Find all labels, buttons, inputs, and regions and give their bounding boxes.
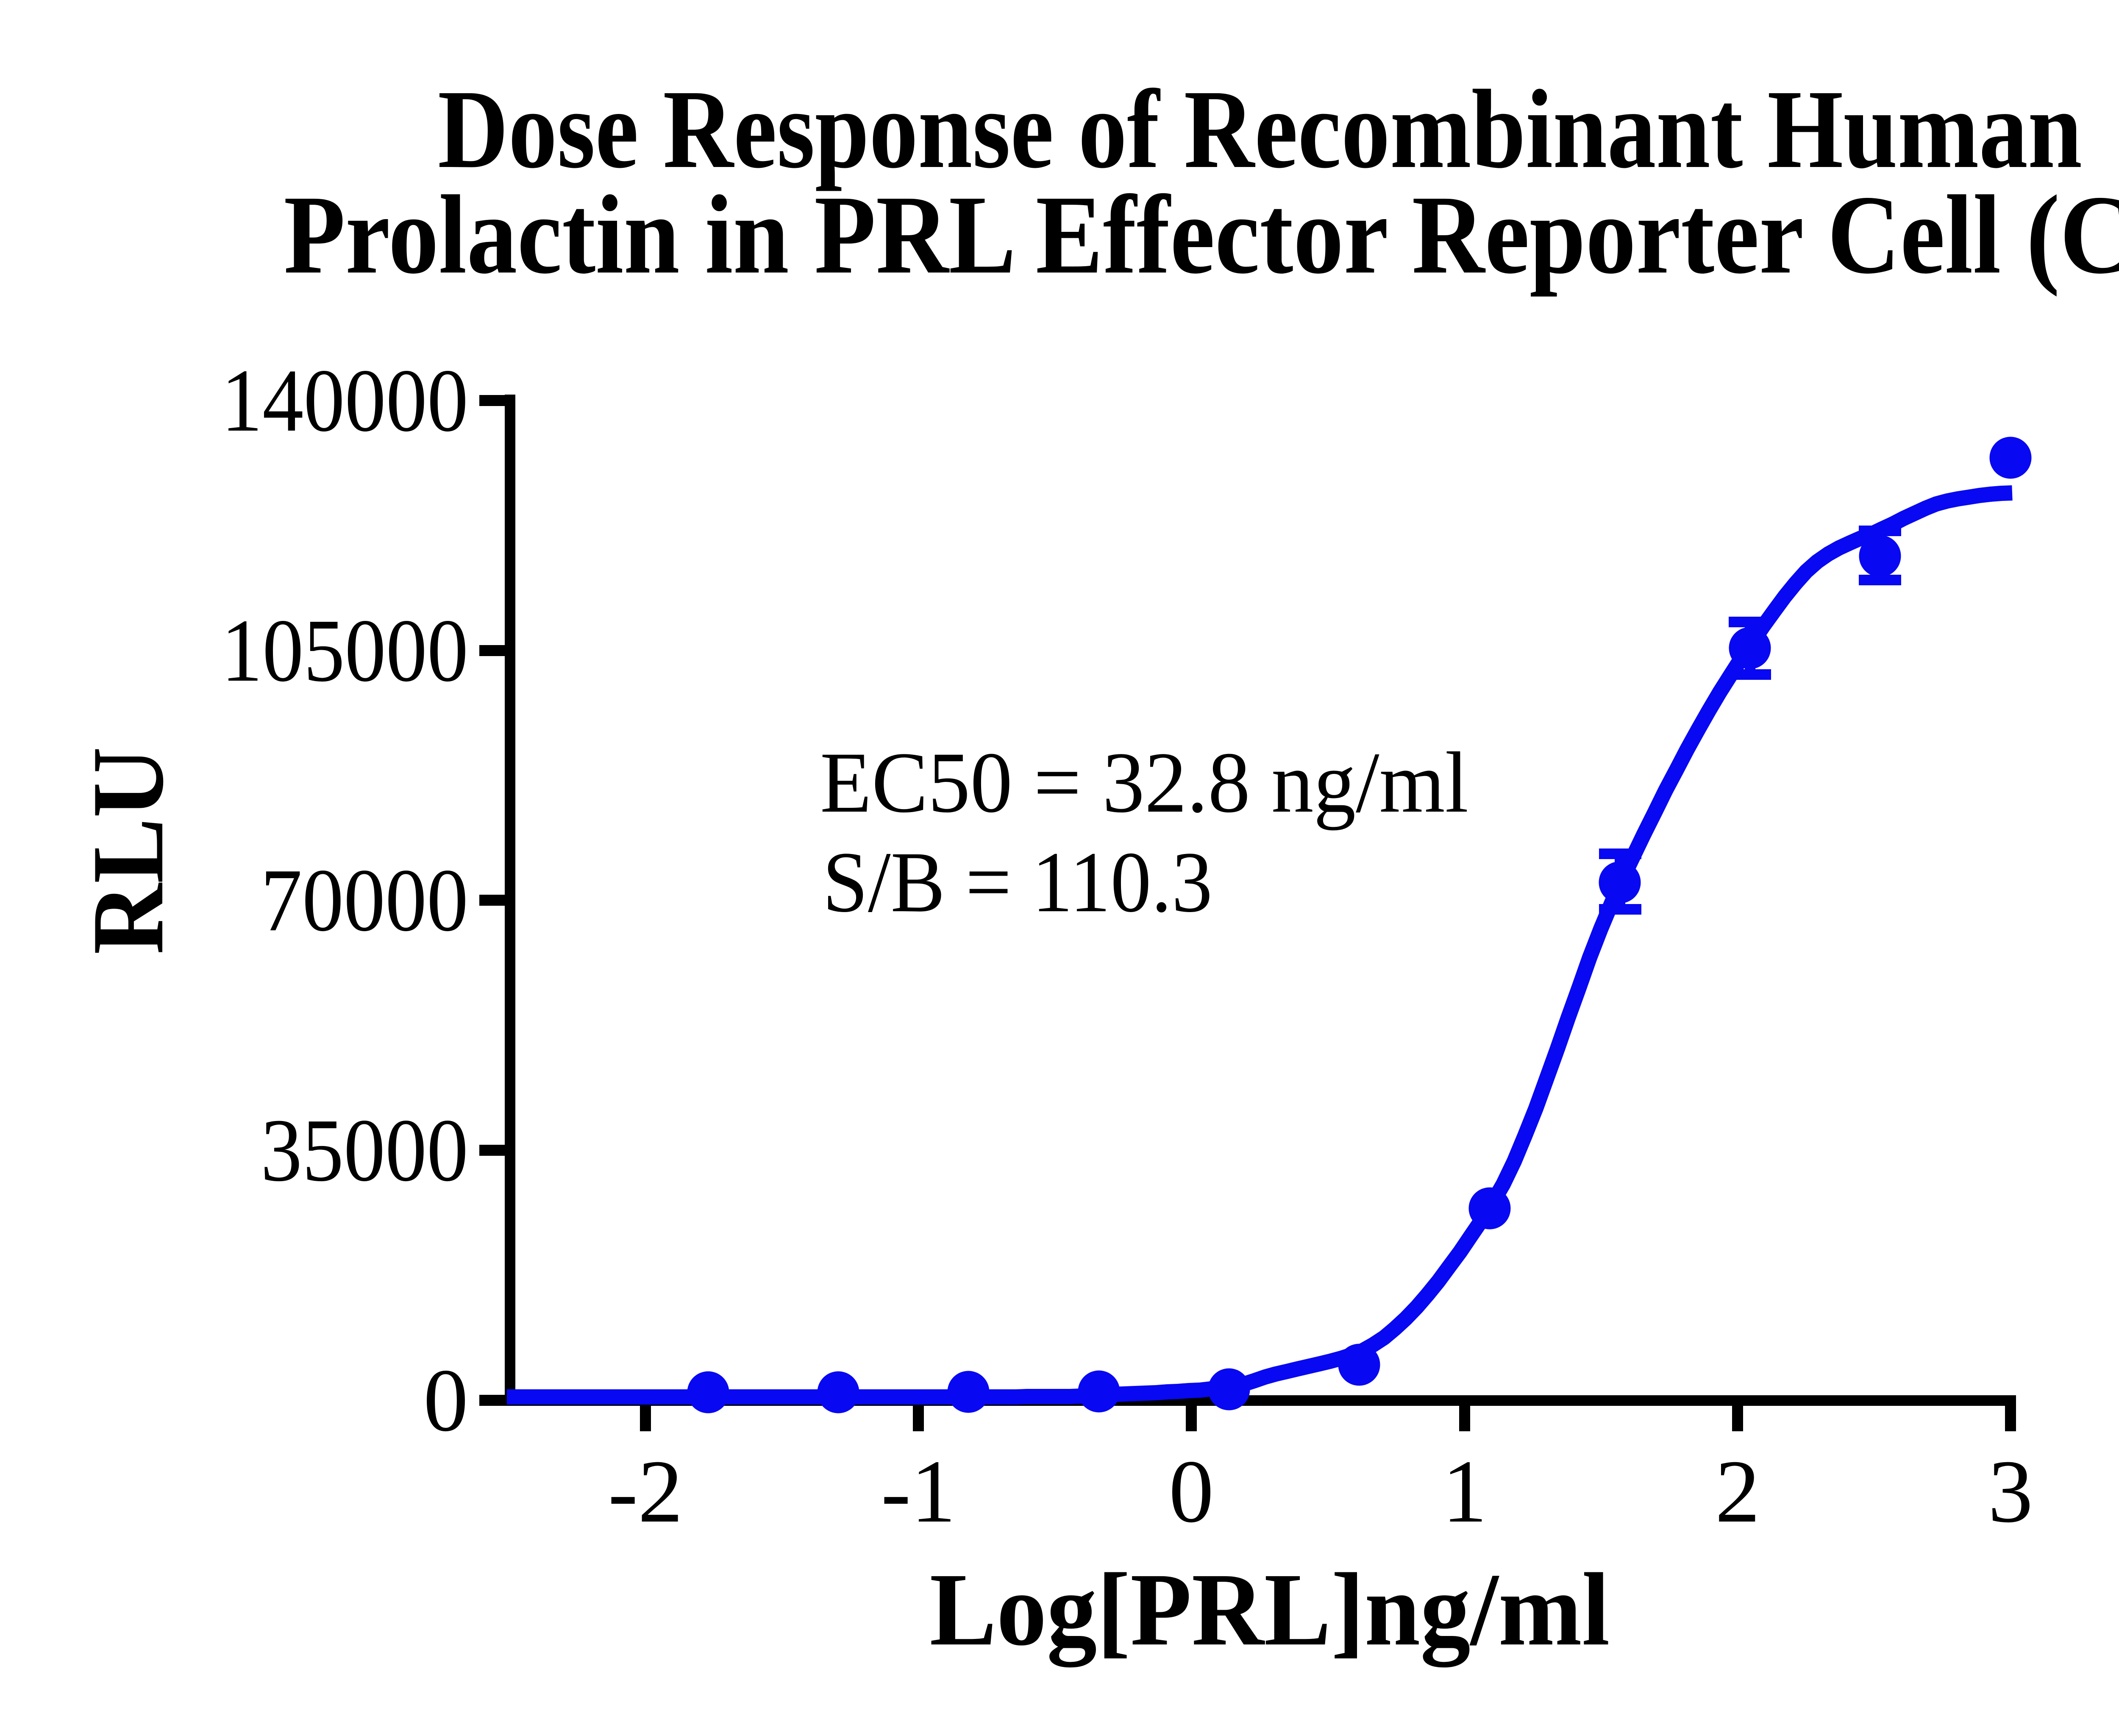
- svg-text:Dose Response of Recombinant H: Dose Response of Recombinant Human: [438, 67, 2082, 192]
- svg-text:Log[PRL]ng/ml: Log[PRL]ng/ml: [930, 1552, 1610, 1667]
- svg-text:0: 0: [423, 1350, 468, 1450]
- svg-text:EC50 = 32.8 ng/ml: EC50 = 32.8 ng/ml: [820, 734, 1468, 831]
- svg-text:0: 0: [1169, 1441, 1214, 1541]
- svg-text:35000: 35000: [261, 1100, 468, 1200]
- svg-text:140000: 140000: [221, 351, 468, 450]
- svg-text:2: 2: [1715, 1441, 1760, 1541]
- svg-text:RLU: RLU: [71, 747, 185, 954]
- svg-text:105000: 105000: [221, 601, 468, 700]
- svg-text:1: 1: [1442, 1441, 1487, 1541]
- svg-text:-1: -1: [881, 1441, 956, 1541]
- svg-text:3: 3: [1988, 1441, 2033, 1541]
- svg-text:-2: -2: [608, 1441, 683, 1541]
- svg-text:Prolactin in PRL Effector Repo: Prolactin in PRL Effector Reporter Cell …: [284, 172, 2119, 297]
- svg-text:S/B = 110.3: S/B = 110.3: [823, 834, 1212, 930]
- svg-text:70000: 70000: [261, 850, 468, 950]
